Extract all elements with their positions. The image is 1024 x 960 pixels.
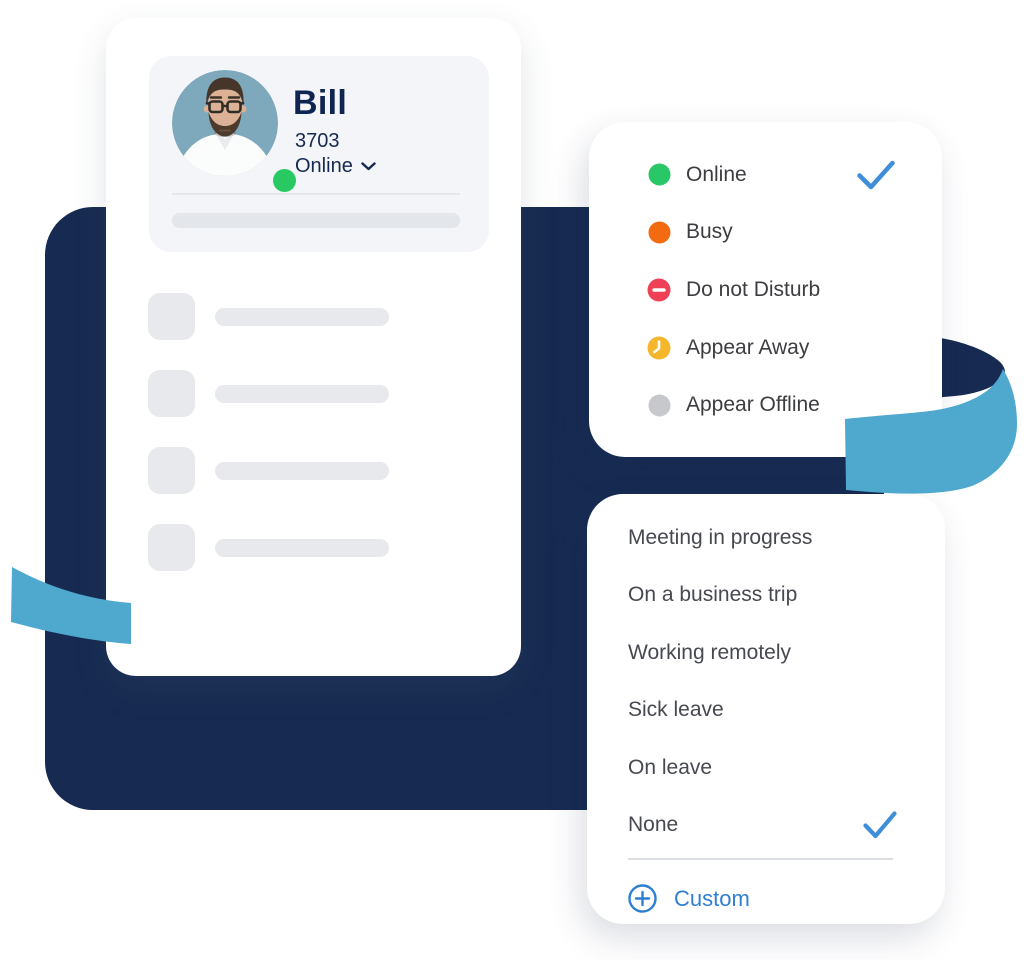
check-icon <box>863 811 897 839</box>
status-dropdown[interactable]: Online <box>295 155 376 178</box>
skeleton-list <box>148 293 488 571</box>
custom-status-item-on-leave[interactable]: On leave <box>587 739 945 797</box>
chevron-down-icon <box>361 162 376 171</box>
custom-status-label: On a business trip <box>628 583 798 607</box>
skeleton-bar-placeholder <box>215 384 389 403</box>
status-label: Appear Offline <box>686 393 820 417</box>
avatar-illustration <box>172 70 278 176</box>
avatar <box>172 70 296 192</box>
status-menu-list: Online Busy Do not Disturb <box>589 146 942 434</box>
profile-card: Bill 3703 Online <box>106 18 521 676</box>
profile-name: Bill <box>293 84 348 122</box>
custom-add-label: Custom <box>674 885 750 911</box>
custom-status-item-none[interactable]: None <box>587 797 945 855</box>
custom-status-item-on-a-business-trip[interactable]: On a business trip <box>587 567 945 625</box>
text-placeholder-bar <box>172 213 460 228</box>
plus-circle-icon <box>628 884 657 913</box>
custom-status-label: None <box>628 813 679 837</box>
status-dropdown-label: Online <box>295 155 353 177</box>
skeleton-icon-placeholder <box>148 370 195 417</box>
skeleton-bar-placeholder <box>215 461 389 480</box>
profile-summary-panel: Bill 3703 Online <box>149 56 489 252</box>
skeleton-row <box>148 293 488 340</box>
custom-status-item-working-remotely[interactable]: Working remotely <box>587 624 945 682</box>
busy-dot-icon <box>647 220 671 244</box>
custom-add-row[interactable]: Custom <box>587 868 945 930</box>
status-label: Busy <box>686 220 733 244</box>
custom-status-list: Meeting in progress On a business trip W… <box>587 509 945 854</box>
status-label: Online <box>686 162 747 186</box>
custom-status-card: Meeting in progress On a business trip W… <box>587 494 945 924</box>
status-menu-card: Online Busy Do not Disturb <box>589 122 942 457</box>
custom-menu-divider <box>628 858 893 860</box>
profile-divider <box>172 193 460 195</box>
status-menu-item-appear-away[interactable]: Appear Away <box>589 319 942 377</box>
custom-status-label: Working remotely <box>628 640 791 664</box>
appear-offline-dot-icon <box>647 393 671 417</box>
custom-status-label: On leave <box>628 755 713 779</box>
profile-extension: 3703 <box>295 130 340 152</box>
online-dot-icon <box>647 163 671 187</box>
skeleton-icon-placeholder <box>148 293 195 340</box>
skeleton-icon-placeholder <box>148 447 195 494</box>
presence-dot-online <box>273 169 296 192</box>
skeleton-row <box>148 447 488 494</box>
skeleton-row <box>148 524 488 571</box>
status-menu-item-online[interactable]: Online <box>589 146 942 204</box>
check-icon <box>857 160 895 190</box>
custom-status-item-sick-leave[interactable]: Sick leave <box>587 682 945 740</box>
minus-circle-icon <box>647 278 671 302</box>
skeleton-icon-placeholder <box>148 524 195 571</box>
custom-status-label: Sick leave <box>628 698 724 722</box>
custom-status-item-meeting-in-progress[interactable]: Meeting in progress <box>587 509 945 567</box>
status-menu-item-busy[interactable]: Busy <box>589 204 942 262</box>
status-menu-item-do-not-disturb[interactable]: Do not Disturb <box>589 261 942 319</box>
custom-status-label: Meeting in progress <box>628 525 813 549</box>
skeleton-bar-placeholder <box>215 307 389 326</box>
clock-circle-icon <box>647 336 671 360</box>
status-label: Appear Away <box>686 335 810 359</box>
skeleton-row <box>148 370 488 417</box>
status-menu-item-appear-offline[interactable]: Appear Offline <box>589 376 942 434</box>
status-label: Do not Disturb <box>686 277 821 301</box>
skeleton-bar-placeholder <box>215 538 389 557</box>
